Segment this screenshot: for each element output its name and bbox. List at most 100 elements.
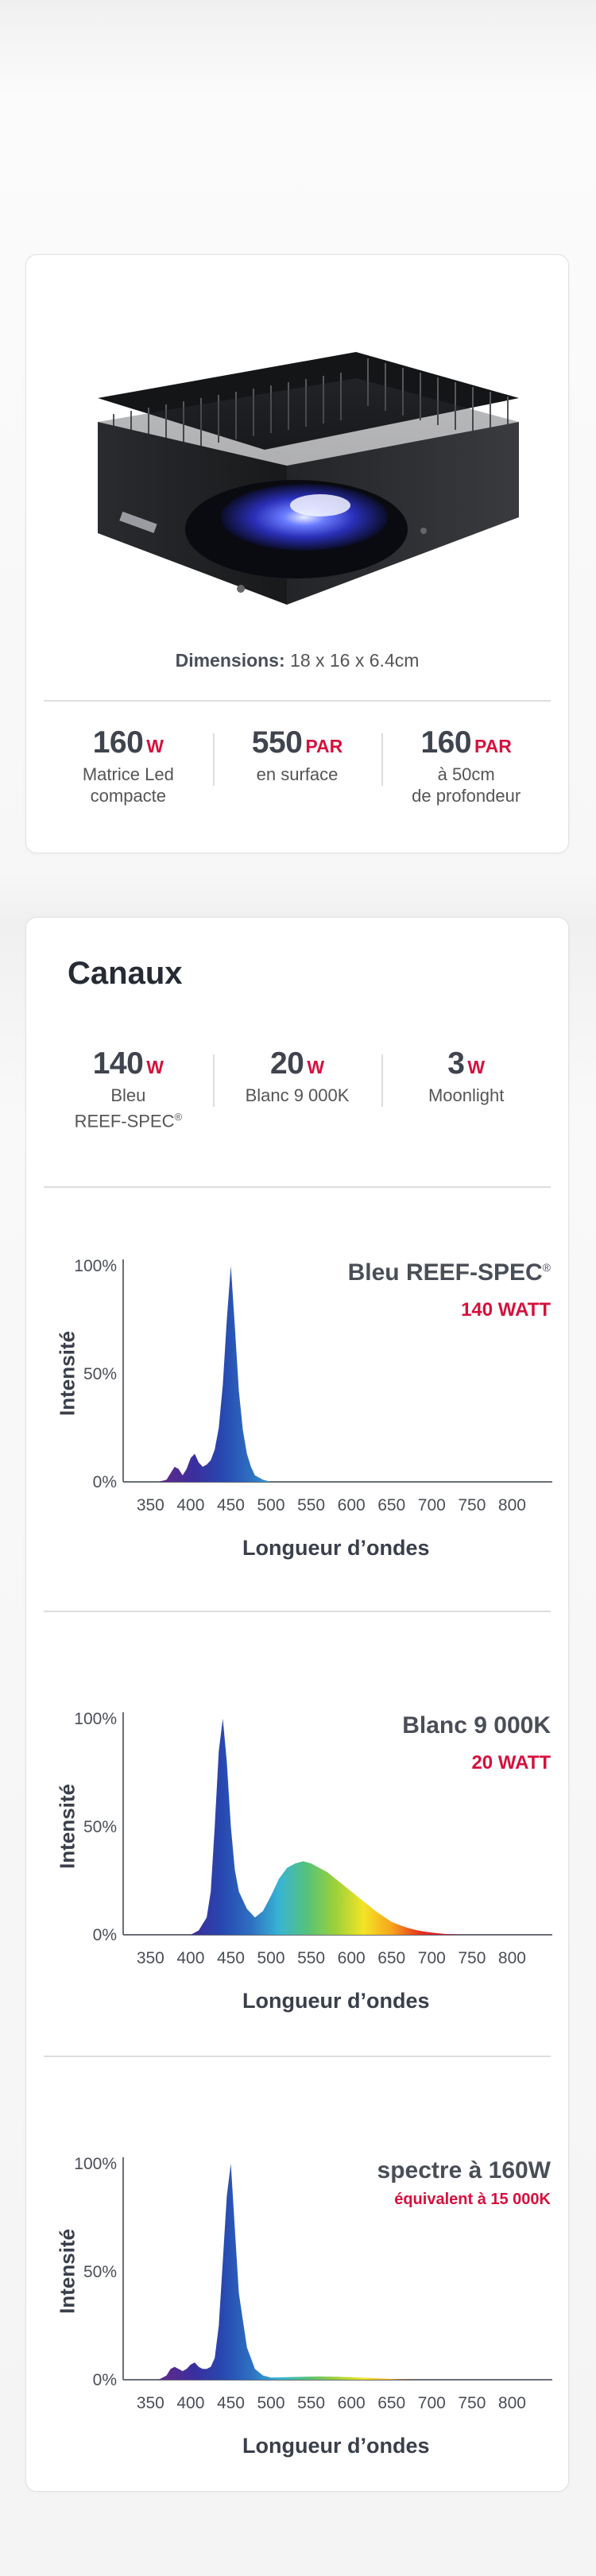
y-axis-label: Intensité (55, 1784, 79, 1869)
x-tick-label: 550 (297, 2394, 325, 2412)
x-tick-label: 700 (418, 1496, 446, 1514)
channel-label-line1: Bleu (110, 1085, 146, 1105)
y-tick-label: 50% (83, 1365, 117, 1383)
chart-subtitle: 140 WATT (461, 1299, 551, 1321)
y-tick-label: 100% (74, 1710, 117, 1728)
x-tick-label: 500 (257, 1949, 285, 1967)
chart-title: spectre à 160W (377, 2157, 551, 2183)
x-axis-label: Longueur d’ondes (242, 2434, 430, 2458)
product-image (82, 303, 527, 636)
stat-unit: PAR (305, 736, 343, 756)
x-tick-label: 600 (338, 1949, 366, 1967)
channel-label-line1: Blanc 9 000K (245, 1085, 350, 1105)
stat-label-line1: en surface (256, 764, 339, 784)
x-axis-label: Longueur d’ondes (242, 1536, 430, 1560)
x-tick-label: 750 (458, 1949, 486, 1967)
stat-value: 550 (251, 725, 303, 760)
channel-label: Moonlight (381, 1085, 551, 1106)
registered-mark: ® (174, 1111, 183, 1123)
x-tick-label: 550 (297, 1496, 325, 1514)
channel-value: 20 (269, 1046, 304, 1081)
y-tick-label: 100% (74, 2155, 117, 2173)
stat-label-line2: de profondeur (412, 786, 521, 806)
y-tick-label: 50% (83, 1818, 117, 1836)
x-tick-label: 400 (176, 1949, 204, 1967)
x-tick-label: 650 (377, 2394, 405, 2412)
stat-value: 160 (420, 725, 472, 760)
dimensions-text: Dimensions: 18 x 16 x 6.4cm (26, 650, 568, 671)
x-tick-label: 600 (338, 1496, 366, 1514)
channel-label-line2: REEF-SPEC (74, 1111, 175, 1131)
x-tick-label: 750 (458, 2394, 486, 2412)
x-tick-label: 400 (176, 1496, 204, 1514)
y-axis-label: Intensité (55, 2229, 79, 2314)
stat-value: 160 (92, 725, 144, 760)
x-tick-label: 750 (458, 1496, 486, 1514)
spectrum-chart-white: 100% 50% 0% 350 400 450 500 550 600 650 700 750 800 I… (44, 1665, 552, 2062)
spectrum-area (190, 1719, 464, 1935)
channel-blue: 140 W Bleu REEF-SPEC® (44, 1046, 213, 1131)
stat-label-line1: à 50cm (437, 764, 495, 784)
channel-label: Bleu REEF-SPEC® (44, 1085, 213, 1131)
x-tick-label: 450 (217, 2394, 245, 2412)
y-tick-label: 0% (93, 1926, 117, 1944)
divider (44, 700, 551, 702)
channel-value: 140 (92, 1046, 144, 1081)
stat-label: à 50cm de profondeur (381, 764, 551, 806)
dimensions-value: 18 x 16 x 6.4cm (290, 650, 420, 671)
x-axis-label: Longueur d’ondes (242, 1989, 430, 2013)
stat-power: 160 W Matrice Led compacte (44, 725, 213, 806)
x-tick-label: 500 (257, 2394, 285, 2412)
stat-unit: W (146, 736, 164, 756)
x-tick-label: 650 (377, 1949, 405, 1967)
x-tick-label: 600 (338, 2394, 366, 2412)
divider (44, 1611, 551, 1612)
channels-card: Canaux 140 W Bleu REEF-SPEC® 20 W Blanc 9 0… (25, 917, 569, 2492)
x-tick-label: 450 (217, 1496, 245, 1514)
y-tick-label: 100% (74, 1257, 117, 1275)
x-tick-label: 800 (498, 1949, 526, 1967)
x-tick-label: 450 (217, 1949, 245, 1967)
channel-label: Blanc 9 000K (213, 1085, 382, 1106)
divider (44, 2056, 551, 2057)
led-fixture-image (98, 352, 519, 605)
stat-label: en surface (213, 764, 382, 785)
x-tick-label: 350 (137, 1949, 164, 1967)
product-stats: 160 W Matrice Led compacte 550 PAR en surfa… (44, 725, 551, 806)
y-tick-label: 50% (83, 2263, 117, 2281)
x-tick-label: 800 (498, 1496, 526, 1514)
stat-unit: PAR (474, 736, 512, 756)
chart-title: Bleu REEF-SPEC® (347, 1259, 551, 1286)
chart-title: Blanc 9 000K (402, 1712, 551, 1739)
spectrum-area (158, 2164, 416, 2380)
chart-subtitle: 20 WATT (471, 1752, 551, 1773)
divider (44, 1186, 551, 1188)
stat-label-line2: compacte (90, 786, 167, 806)
x-tick-label: 350 (137, 2394, 164, 2412)
y-axis-label: Intensité (55, 1331, 79, 1416)
chart-svg: 100% 50% 0% 350 400 450 500 550 600 650 700 750 800 (74, 1257, 552, 1514)
x-tick-label: 800 (498, 2394, 526, 2412)
spectrum-area (158, 1266, 280, 1482)
channel-unit: W (146, 1057, 164, 1077)
chart-svg: 100% 50% 0% 350 400 450 500 550 600 650 700 750 800 (74, 1710, 552, 1967)
x-tick-label: 550 (297, 1949, 325, 1967)
channel-unit: W (307, 1057, 325, 1077)
chart-svg: 100% 50% 0% 350 400 450 500 550 600 650 700 750 800 (74, 2155, 552, 2412)
x-tick-label: 350 (137, 1496, 164, 1514)
section-title: Canaux (68, 956, 183, 991)
registered-mark: ® (542, 1261, 551, 1274)
channel-value: 3 (447, 1046, 465, 1081)
spectrum-chart-combined: 100% 50% 0% 350 400 450 500 550 600 650 700 750 800 I… (44, 2110, 552, 2507)
channel-label-line1: Moonlight (428, 1085, 505, 1105)
x-tick-label: 700 (418, 2394, 446, 2412)
y-tick-label: 0% (93, 1473, 117, 1491)
spectrum-chart-blue: 100% 50% 0% 350 400 450 500 550 600 650 700 750 800 I… (44, 1212, 552, 1609)
x-tick-label: 650 (377, 1496, 405, 1514)
x-tick-label: 700 (418, 1949, 446, 1967)
stat-label: Matrice Led compacte (44, 764, 213, 806)
y-tick-label: 0% (93, 2371, 117, 2389)
stat-par-depth: 160 PAR à 50cm de profondeur (381, 725, 551, 806)
channel-white: 20 W Blanc 9 000K (212, 1046, 382, 1131)
